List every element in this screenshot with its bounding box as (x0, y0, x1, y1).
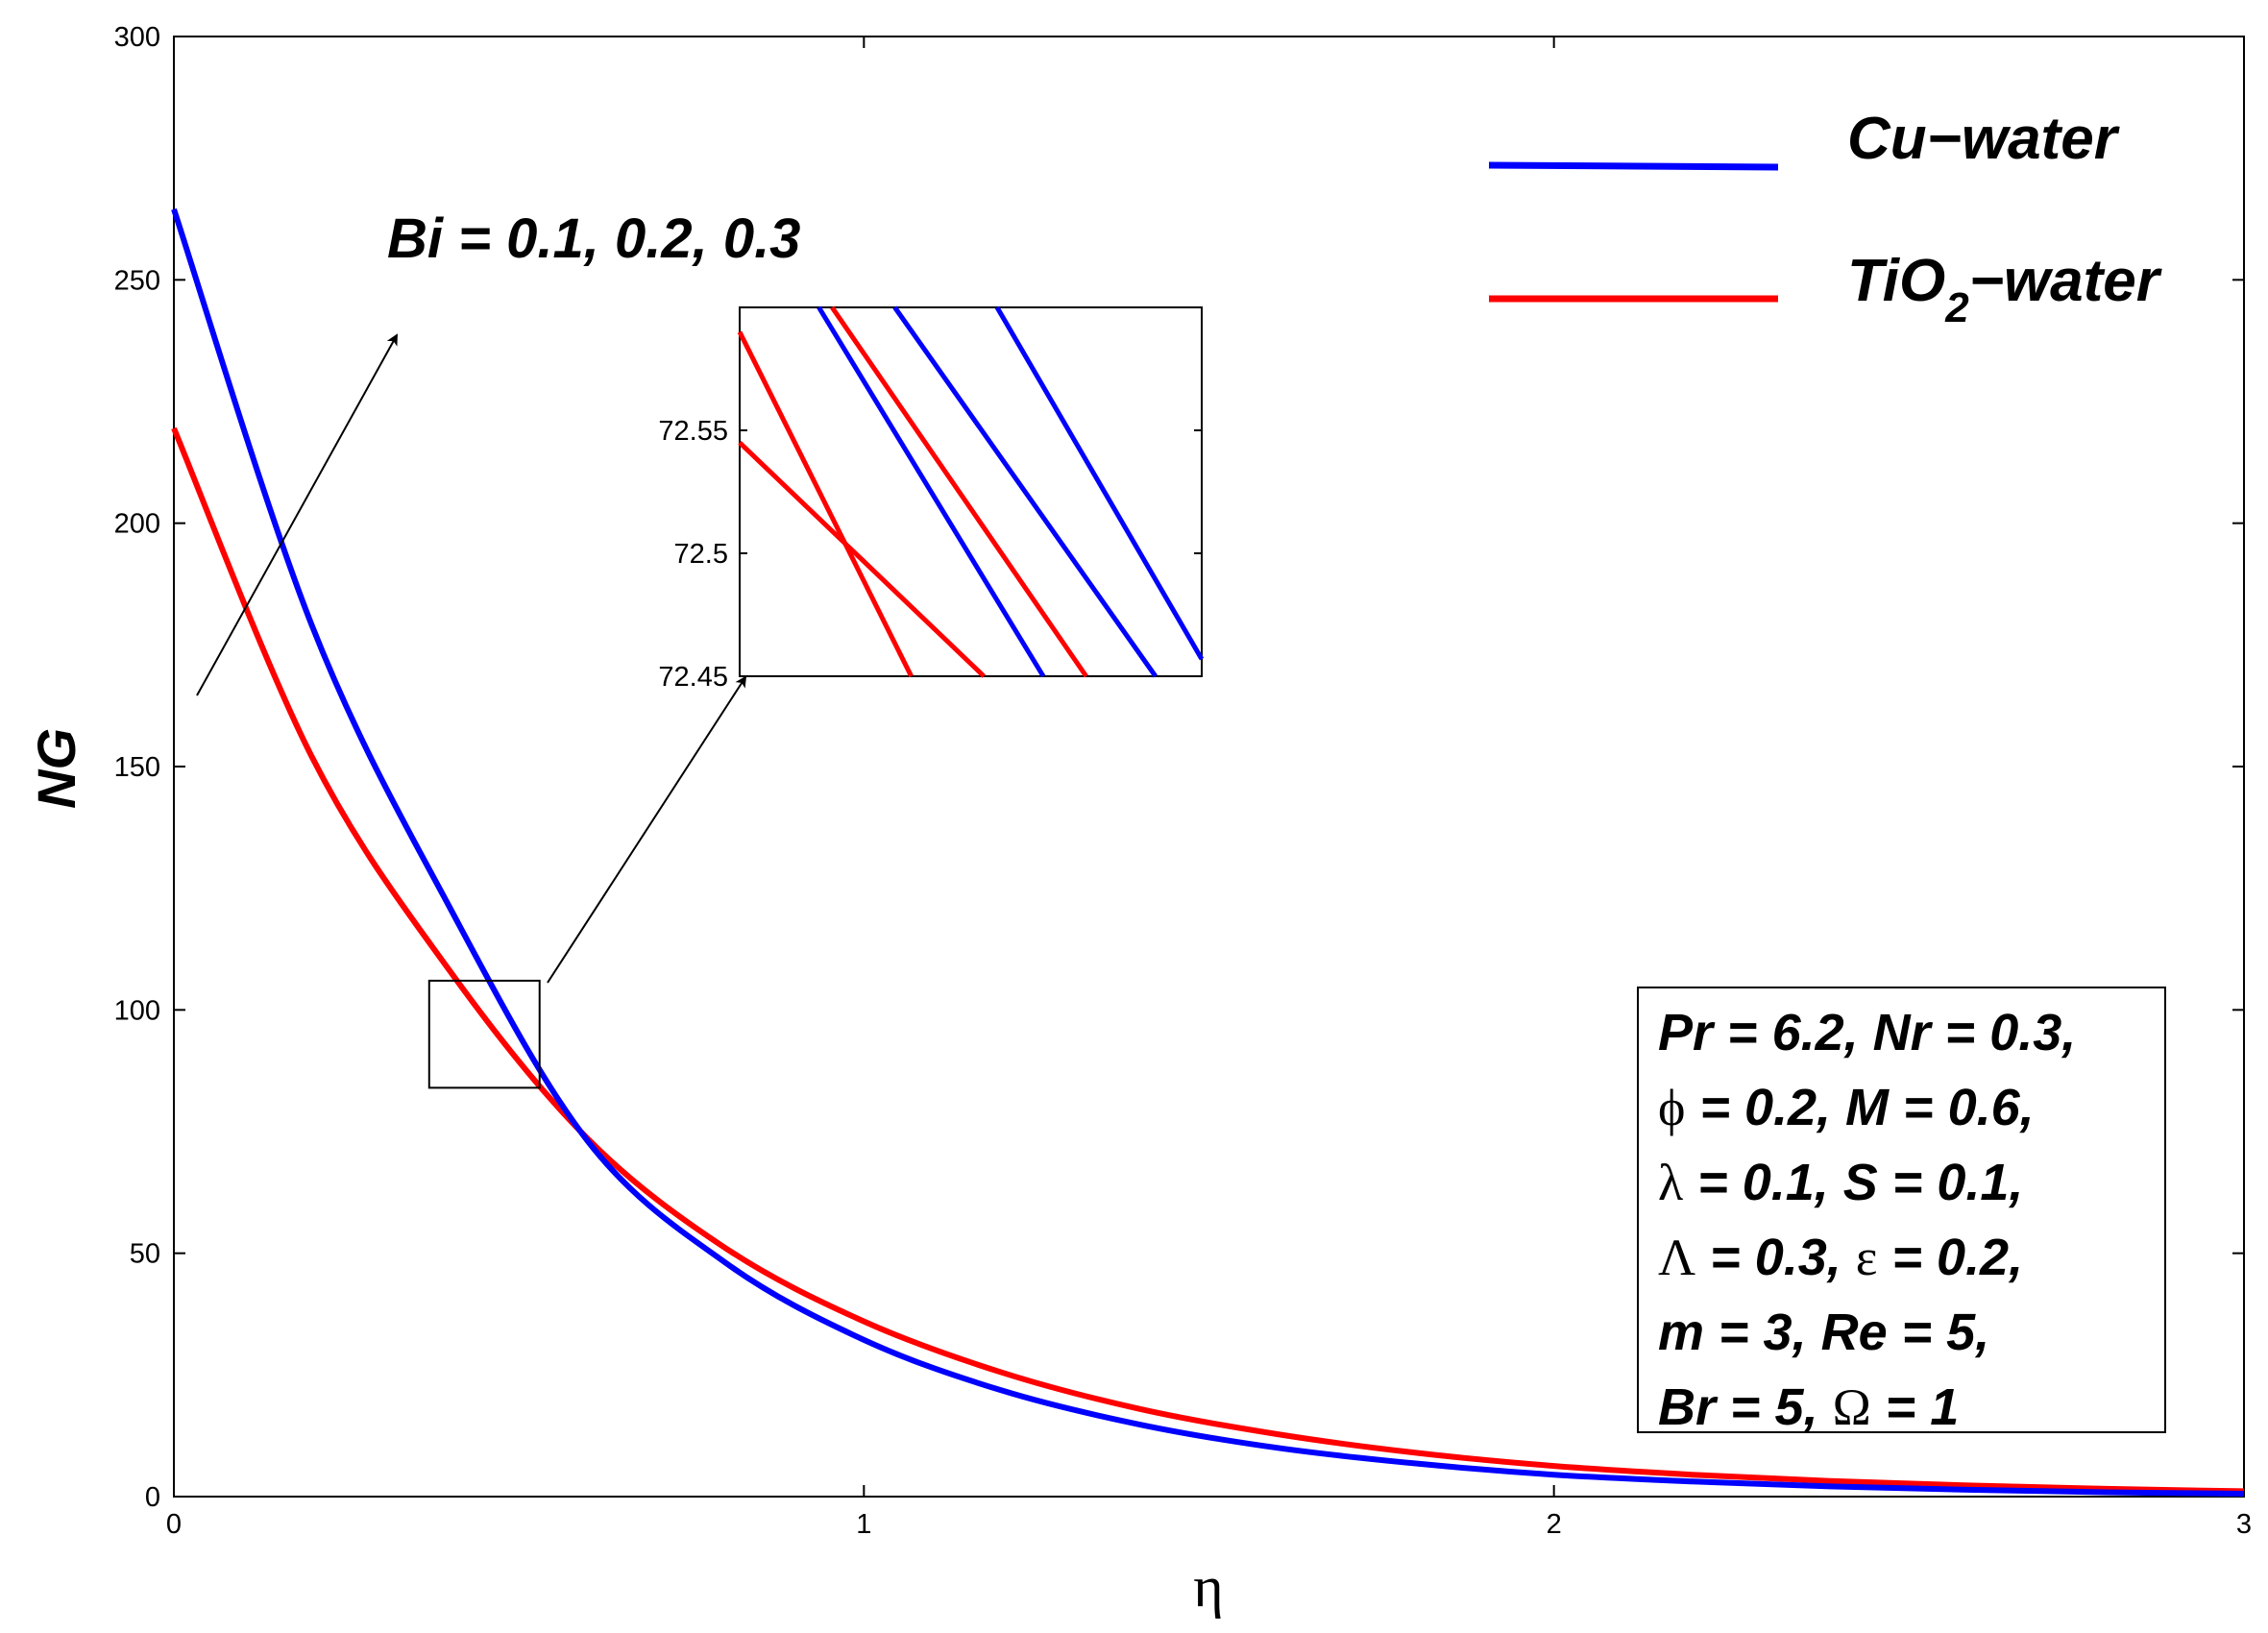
y-tick-label: 150 (114, 752, 160, 783)
y-tick-label: 0 (145, 1482, 160, 1513)
y-tick-label: 300 (114, 22, 160, 53)
y-tick-label: 250 (114, 265, 160, 296)
legend: Cu−water TiO2−water (1488, 106, 2162, 331)
inset-line-0 (737, 330, 914, 678)
inset-tick-label: 72.5 (674, 539, 728, 570)
inset-line-5 (994, 305, 1205, 661)
x-tick-label: 3 (2236, 1509, 2252, 1540)
param-line-1: Pr = 6.2, Nr = 0.3, (1658, 1004, 2076, 1061)
x-tick-label: 0 (166, 1509, 182, 1540)
x-axis-label: η (1193, 1555, 1223, 1619)
y-axis-label: NG (26, 728, 86, 809)
bi-annotation: Bi = 0.1, 0.2, 0.3 (387, 207, 800, 270)
series-group (171, 207, 2245, 1497)
y-tick-label: 100 (114, 995, 160, 1026)
legend-label-tio2: TiO2−water (1847, 248, 2162, 331)
series-line-cu-water (171, 207, 2245, 1497)
x-tick-label: 2 (1547, 1509, 1562, 1540)
inset-y-ticks: 72.45 72.5 72.55 (658, 416, 1202, 693)
param-line-2: ϕ = 0.2, M = 0.6, (1658, 1079, 2035, 1136)
param-line-6: Br = 5, Ω = 1 (1658, 1378, 1959, 1436)
y-tick-label: 50 (130, 1239, 160, 1270)
inset-lines (737, 305, 1205, 678)
inset-plot: 72.45 72.5 72.55 (658, 305, 1205, 693)
inset-frame (739, 306, 1203, 677)
inset-line-1 (738, 440, 986, 678)
inset-line-2 (830, 305, 1088, 678)
param-line-4: Λ = 0.3, ε = 0.2, (1658, 1229, 2023, 1286)
inset-tick-label: 72.45 (658, 662, 728, 693)
bi-arrow (196, 333, 398, 696)
inset-line-4 (892, 305, 1158, 678)
inset-line-3 (817, 305, 1046, 678)
parameter-box-frame (1637, 987, 2166, 1433)
zoom-box (427, 979, 541, 1089)
y-tick-label: 200 (114, 509, 160, 540)
param-line-5: m = 3, Re = 5, (1658, 1304, 1989, 1361)
x-axis-ticks: 0 1 2 3 (166, 37, 2252, 1540)
legend-swatch-cu (1488, 161, 1779, 171)
param-line-3: λ = 0.1, S = 0.1, (1658, 1154, 2023, 1211)
legend-label-cu: Cu−water (1847, 106, 2120, 172)
inset-tick-label: 72.55 (658, 416, 728, 447)
series-line-tio2-water (171, 427, 2245, 1495)
zoom-connector-arrow (547, 675, 747, 984)
parameter-box: Pr = 6.2, Nr = 0.3, ϕ = 0.2, M = 0.6, λ … (1637, 987, 2166, 1436)
y-axis-ticks: 0 50 100 150 200 250 300 (114, 22, 2244, 1513)
x-tick-label: 1 (856, 1509, 871, 1540)
